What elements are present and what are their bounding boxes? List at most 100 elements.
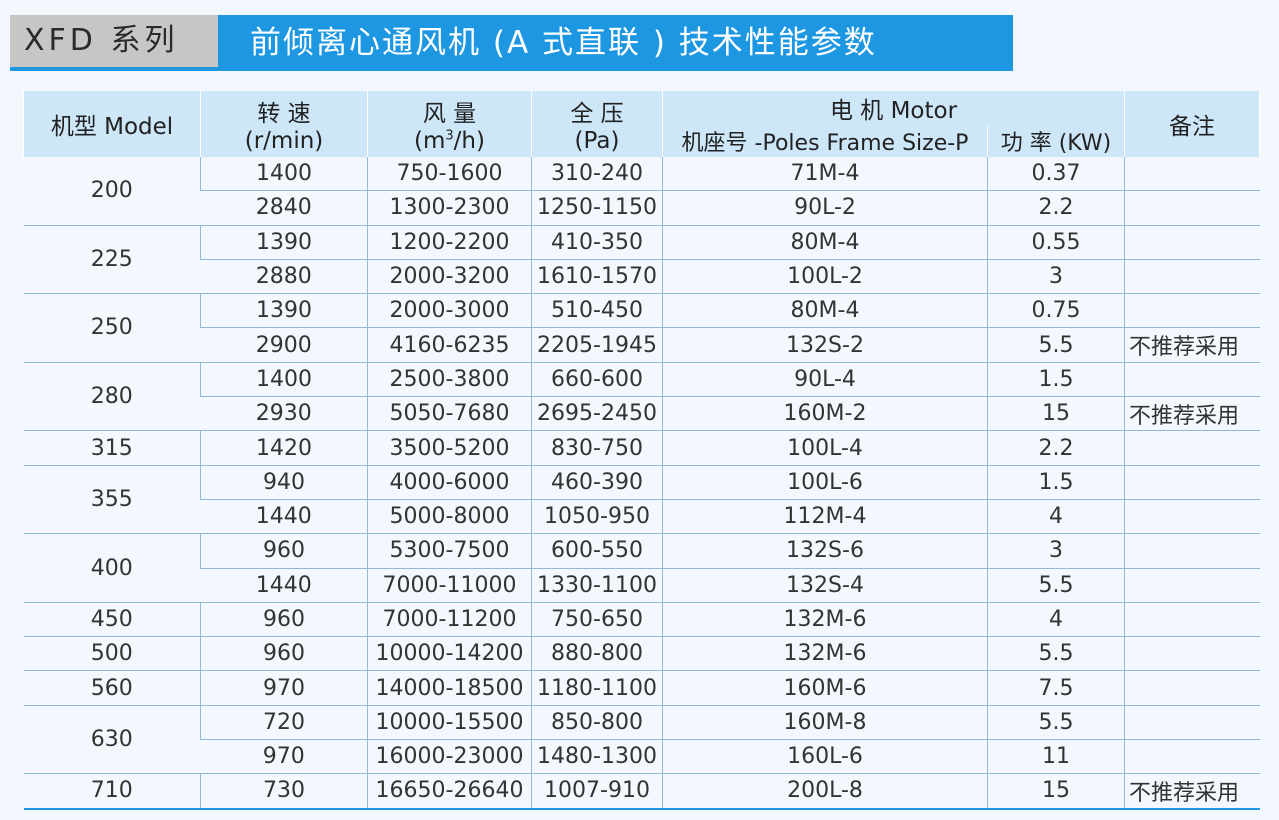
cell-speed: 1400	[200, 362, 368, 398]
cell-frame: 100L-4	[662, 430, 988, 466]
cell-frame: 132S-4	[662, 568, 988, 603]
cell-frame: 160L-6	[662, 739, 988, 775]
cell-power: 11	[987, 739, 1125, 775]
flow-unit-sup: 3	[445, 128, 454, 144]
cell-frame: 71M-4	[662, 157, 988, 192]
cell-pressure: 850-800	[531, 705, 663, 741]
cell-pressure: 2205-1945	[531, 327, 663, 363]
table-header: 机型 Model 转 速 (r/min) 风 量 (m3/h) 全 压 (Pa)…	[23, 91, 1260, 157]
cell-frame: 200L-8	[662, 773, 988, 810]
flow-unit-pre: (m	[414, 128, 446, 154]
cell-pressure: 310-240	[531, 157, 663, 192]
cell-note	[1124, 362, 1260, 398]
cell-frame: 112M-4	[662, 499, 988, 535]
table-row: 355 940 4000-6000 460-390 100L-6 1.5	[23, 465, 1260, 535]
cell-flow: 1200-2200	[367, 225, 532, 260]
cell-frame: 100L-2	[662, 259, 988, 295]
cell-note	[1124, 602, 1260, 638]
col-header-model: 机型 Model	[23, 91, 201, 157]
table-row: 400 960 5300-7500 600-550 132S-6 3	[23, 533, 1260, 603]
table-row: 630 720 10000-15500 850-800 160M-8 5.5	[23, 705, 1260, 775]
table-row: 2900 4160-6235 2205-1945 132S-2 5.5 不推荐采用	[24, 327, 1260, 363]
table-row: 1440 7000-11000 1330-1100 132S-4 5.5	[24, 568, 1260, 603]
cell-model: 500	[23, 636, 201, 672]
cell-note	[1124, 157, 1260, 192]
table-row: 450 960 7000-11200 750-650 132M-6 4	[23, 602, 1260, 638]
table-row: 280 1400 2500-3800 660-600 90L-4 1.5	[23, 362, 1260, 432]
cell-note	[1124, 293, 1260, 329]
cell-note	[1124, 259, 1260, 295]
cell-flow: 7000-11200	[367, 602, 532, 638]
col-header-power: 功 率 (KW)	[987, 125, 1125, 157]
cell-flow: 3500-5200	[367, 430, 532, 466]
col-header-note: 备注	[1124, 91, 1260, 157]
series-label: XFD 系列	[10, 15, 218, 71]
col-header-pressure: 全 压 (Pa)	[531, 91, 663, 157]
cell-flow: 750-1600	[367, 157, 532, 192]
cell-note	[1124, 465, 1260, 500]
table-row: 315 1420 3500-5200 830-750 100L-4 2.2	[23, 430, 1260, 466]
cell-pressure: 1007-910	[531, 773, 663, 810]
cell-power: 3	[987, 533, 1125, 569]
cell-model: 560	[23, 670, 201, 706]
cell-model: 315	[23, 430, 201, 466]
cell-power: 5.5	[987, 636, 1125, 672]
cell-pressure: 1480-1300	[531, 739, 663, 775]
cell-speed: 960	[200, 602, 368, 638]
cell-model: 355	[23, 465, 201, 535]
cell-note	[1124, 430, 1260, 466]
cell-power: 0.55	[987, 225, 1125, 260]
cell-flow: 16000-23000	[367, 739, 532, 775]
table-row: 250 1390 2000-3000 510-450 80M-4 0.75	[23, 293, 1260, 363]
cell-model: 250	[23, 293, 201, 363]
cell-power: 1.5	[987, 362, 1125, 398]
cell-note	[1124, 670, 1260, 706]
cell-flow: 5000-8000	[367, 499, 532, 535]
cell-pressure: 460-390	[531, 465, 663, 500]
table-row: 2880 2000-3200 1610-1570 100L-2 3	[24, 259, 1260, 295]
cell-pressure: 410-350	[531, 225, 663, 260]
cell-speed: 960	[200, 636, 368, 672]
flow-label: 风 量	[422, 101, 477, 127]
cell-note: 不推荐采用	[1124, 327, 1260, 363]
col-header-flow: 风 量 (m3/h)	[367, 91, 532, 157]
cell-speed: 1420	[200, 430, 368, 466]
cell-flow: 14000-18500	[367, 670, 532, 706]
cell-frame: 80M-4	[662, 225, 988, 260]
table-row: 225 1390 1200-2200 410-350 80M-4 0.55	[23, 225, 1260, 295]
cell-power: 0.75	[987, 293, 1125, 329]
cell-flow: 2000-3200	[367, 259, 532, 295]
table-row: 710 730 16650-26640 1007-910 200L-8 15 不推荐采用	[23, 773, 1260, 810]
cell-speed: 940	[200, 465, 368, 500]
cell-note	[1124, 190, 1260, 226]
cell-power: 5.5	[987, 327, 1125, 363]
cell-frame: 100L-6	[662, 465, 988, 500]
cell-flow: 5300-7500	[367, 533, 532, 569]
speed-unit: (r/min)	[244, 128, 324, 154]
cell-speed: 2880	[200, 259, 368, 295]
cell-speed: 970	[200, 670, 368, 706]
pressure-unit: (Pa)	[574, 128, 620, 154]
cell-speed: 720	[200, 705, 368, 741]
cell-flow: 2500-3800	[367, 362, 532, 398]
cell-note	[1124, 225, 1260, 260]
cell-flow: 2000-3000	[367, 293, 532, 329]
cell-flow: 5050-7680	[367, 396, 532, 432]
cell-speed: 1440	[200, 499, 368, 535]
cell-note	[1124, 636, 1260, 672]
spec-table: 机型 Model 转 速 (r/min) 风 量 (m3/h) 全 压 (Pa)…	[23, 91, 1260, 810]
cell-pressure: 2695-2450	[531, 396, 663, 432]
cell-frame: 132S-2	[662, 327, 988, 363]
table-row: 1440 5000-8000 1050-950 112M-4 4	[24, 499, 1260, 535]
cell-model: 200	[23, 157, 201, 226]
cell-note	[1124, 568, 1260, 603]
page-title: 前倾离心通风机 (A 式直联 ) 技术性能参数	[218, 15, 1013, 71]
flow-unit-post: /h)	[453, 128, 485, 154]
cell-model: 450	[23, 602, 201, 638]
cell-speed: 1390	[200, 293, 368, 329]
cell-frame: 132M-6	[662, 636, 988, 672]
cell-power: 4	[987, 602, 1125, 638]
cell-power: 15	[987, 773, 1125, 810]
speed-label: 转 速	[257, 101, 311, 127]
cell-note: 不推荐采用	[1124, 396, 1260, 432]
